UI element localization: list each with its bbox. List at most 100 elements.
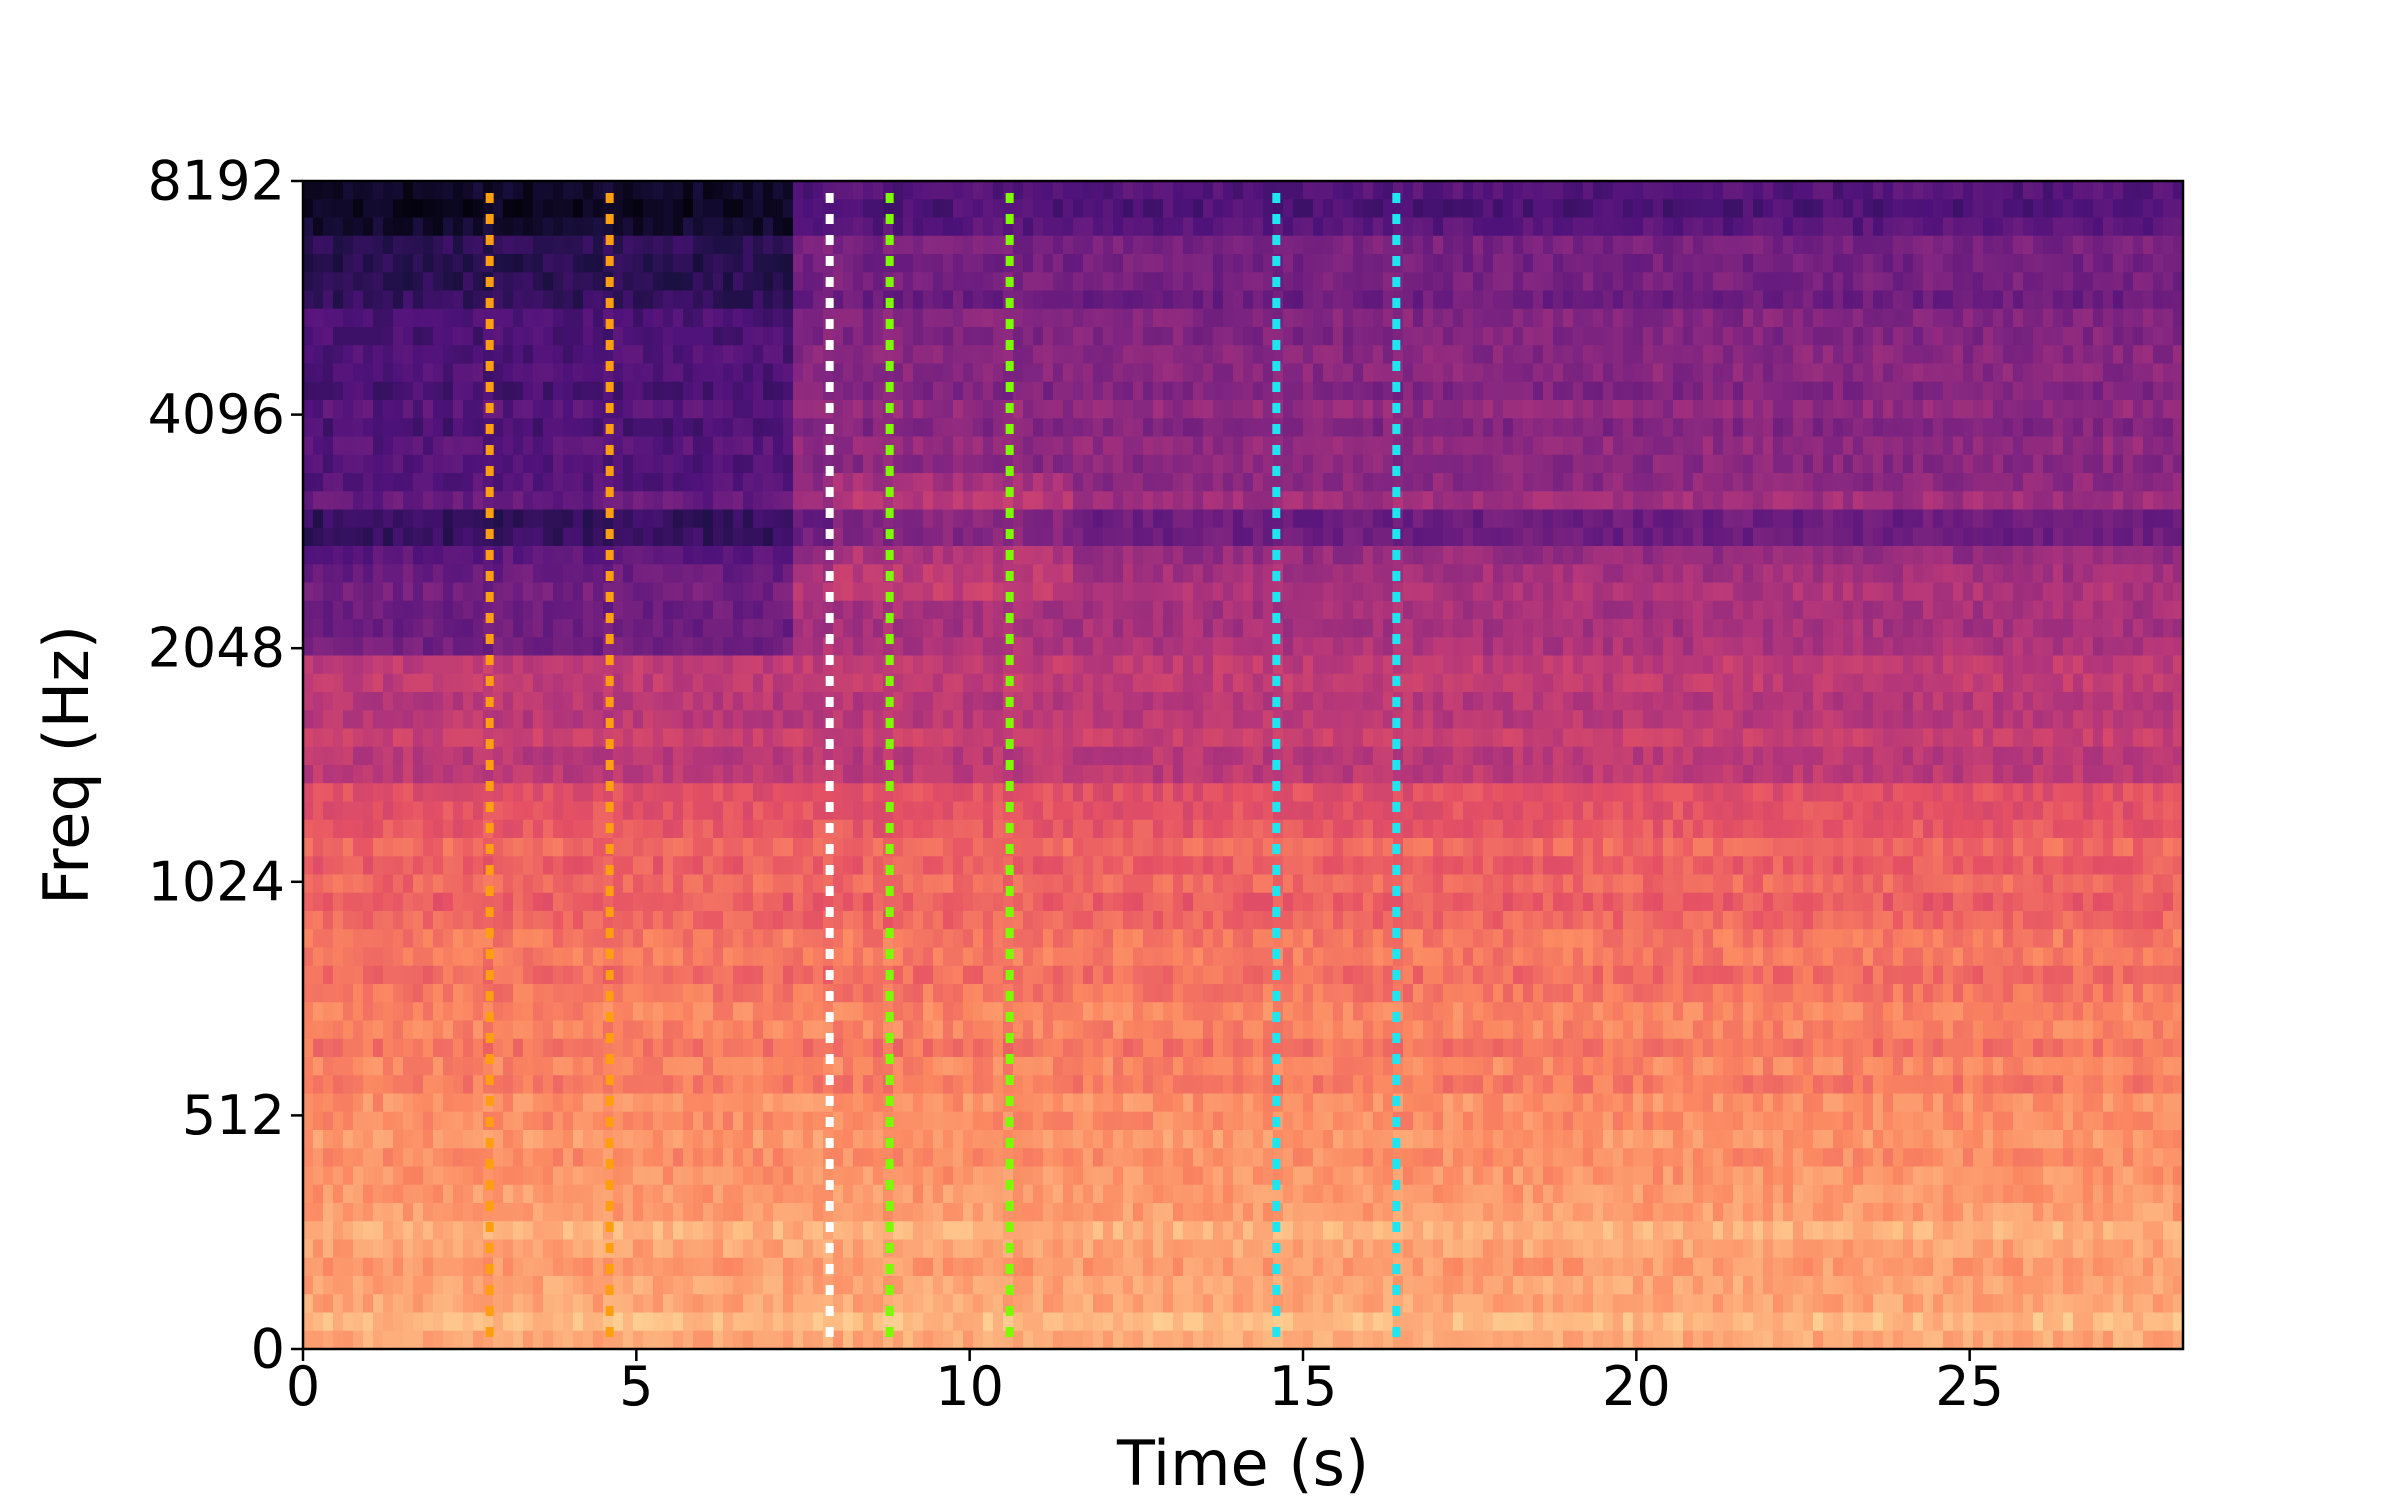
- heatmap-cell: [1373, 363, 1384, 383]
- heatmap-cell: [1583, 619, 1594, 638]
- heatmap-cell: [993, 308, 1004, 328]
- heatmap-cell: [1533, 619, 1544, 638]
- heatmap-cell: [1373, 546, 1384, 565]
- heatmap-cell: [1313, 327, 1324, 346]
- heatmap-cell: [2083, 527, 2094, 547]
- heatmap-cell: [2103, 400, 2114, 419]
- heatmap-cell: [1193, 308, 1204, 328]
- heatmap-cell: [693, 400, 704, 419]
- heatmap-cell: [553, 582, 564, 602]
- heatmap-cell: [693, 436, 704, 456]
- heatmap-cell: [693, 619, 704, 638]
- heatmap-cell: [973, 600, 984, 620]
- heatmap-cell: [1323, 308, 1334, 328]
- heatmap-cell: [583, 272, 594, 292]
- heatmap-cell: [1433, 637, 1444, 657]
- heatmap-cell: [1583, 235, 1594, 255]
- heatmap-cell: [1803, 235, 1814, 255]
- heatmap-cell: [983, 655, 994, 675]
- heatmap-cell: [983, 637, 994, 657]
- heatmap-cell: [2053, 582, 2064, 602]
- heatmap-cell: [2003, 546, 2014, 565]
- heatmap-cell: [1823, 527, 1834, 547]
- heatmap-cell: [1533, 582, 1544, 602]
- heatmap-cell: [1453, 254, 1464, 273]
- heatmap-cell: [1133, 582, 1144, 602]
- heatmap-cell: [1183, 254, 1194, 273]
- heatmap-cell: [733, 327, 744, 346]
- heatmap-cell: [2093, 217, 2104, 237]
- heatmap-cell: [453, 235, 464, 255]
- heatmap-cell: [693, 637, 704, 657]
- heatmap-cell: [2013, 400, 2024, 419]
- heatmap-cell: [373, 619, 384, 638]
- heatmap-cell: [673, 637, 684, 657]
- heatmap-cell: [1093, 181, 1104, 200]
- heatmap-cell: [963, 235, 974, 255]
- heatmap-cell: [433, 582, 444, 602]
- heatmap-cell: [1653, 600, 1664, 620]
- heatmap-cell: [323, 436, 334, 456]
- heatmap-cell: [1483, 637, 1494, 657]
- heatmap-cell: [1423, 564, 1434, 584]
- heatmap-cell: [2153, 254, 2164, 273]
- heatmap-cell: [953, 290, 964, 310]
- heatmap-cell: [1873, 345, 1884, 365]
- heatmap-cell: [1813, 418, 1824, 438]
- heatmap-cell: [523, 381, 534, 401]
- heatmap-cell: [963, 327, 974, 346]
- heatmap-cell: [513, 381, 524, 401]
- heatmap-cell: [853, 491, 864, 511]
- heatmap-cell: [473, 637, 484, 657]
- heatmap-cell: [1083, 619, 1094, 638]
- heatmap-cell: [353, 619, 364, 638]
- heatmap-cell: [1543, 308, 1554, 328]
- heatmap-cell: [1823, 363, 1834, 383]
- heatmap-cell: [443, 254, 454, 273]
- heatmap-cell: [553, 181, 564, 200]
- heatmap-cell: [513, 363, 524, 383]
- heatmap-cell: [2133, 546, 2144, 565]
- heatmap-cell: [1583, 308, 1594, 328]
- heatmap-cell: [1173, 217, 1184, 237]
- heatmap-cell: [1613, 400, 1624, 419]
- heatmap-cell: [563, 619, 574, 638]
- heatmap-cell: [1593, 436, 1604, 456]
- heatmap-cell: [1433, 327, 1444, 346]
- heatmap-cell: [1633, 564, 1644, 584]
- heatmap-cell: [503, 619, 514, 638]
- heatmap-cell: [1843, 217, 1854, 237]
- heatmap-cell: [463, 308, 474, 328]
- heatmap-cell: [2103, 327, 2114, 346]
- heatmap-cell: [673, 400, 684, 419]
- heatmap-cell: [753, 272, 764, 292]
- heatmap-cell: [1573, 199, 1584, 219]
- heatmap-cell: [1353, 217, 1364, 237]
- heatmap-cell: [313, 308, 324, 328]
- heatmap-cell: [1973, 400, 1984, 419]
- heatmap-cell: [1023, 308, 1034, 328]
- heatmap-cell: [1603, 436, 1614, 456]
- heatmap-cell: [913, 290, 924, 310]
- heatmap-cell: [2163, 345, 2174, 365]
- heatmap-cell: [353, 217, 364, 237]
- heatmap-cell: [433, 473, 444, 492]
- heatmap-cell: [1113, 381, 1124, 401]
- heatmap-cell: [753, 254, 764, 273]
- heatmap-cell: [1243, 436, 1254, 456]
- heatmap-cell: [1403, 454, 1414, 474]
- heatmap-cell: [773, 655, 784, 675]
- heatmap-cell: [1603, 473, 1614, 492]
- heatmap-cell: [1763, 199, 1774, 219]
- heatmap-cell: [373, 582, 384, 602]
- heatmap-cell: [613, 546, 624, 565]
- heatmap-cell: [1383, 546, 1394, 565]
- heatmap-cell: [1103, 655, 1114, 675]
- heatmap-cell: [1933, 217, 1944, 237]
- heatmap-cell: [1373, 509, 1384, 529]
- heatmap-cell: [993, 436, 1004, 456]
- heatmap-cell: [333, 254, 344, 273]
- heatmap-cell: [583, 564, 594, 584]
- heatmap-cell: [593, 254, 604, 273]
- heatmap-cell: [1503, 381, 1514, 401]
